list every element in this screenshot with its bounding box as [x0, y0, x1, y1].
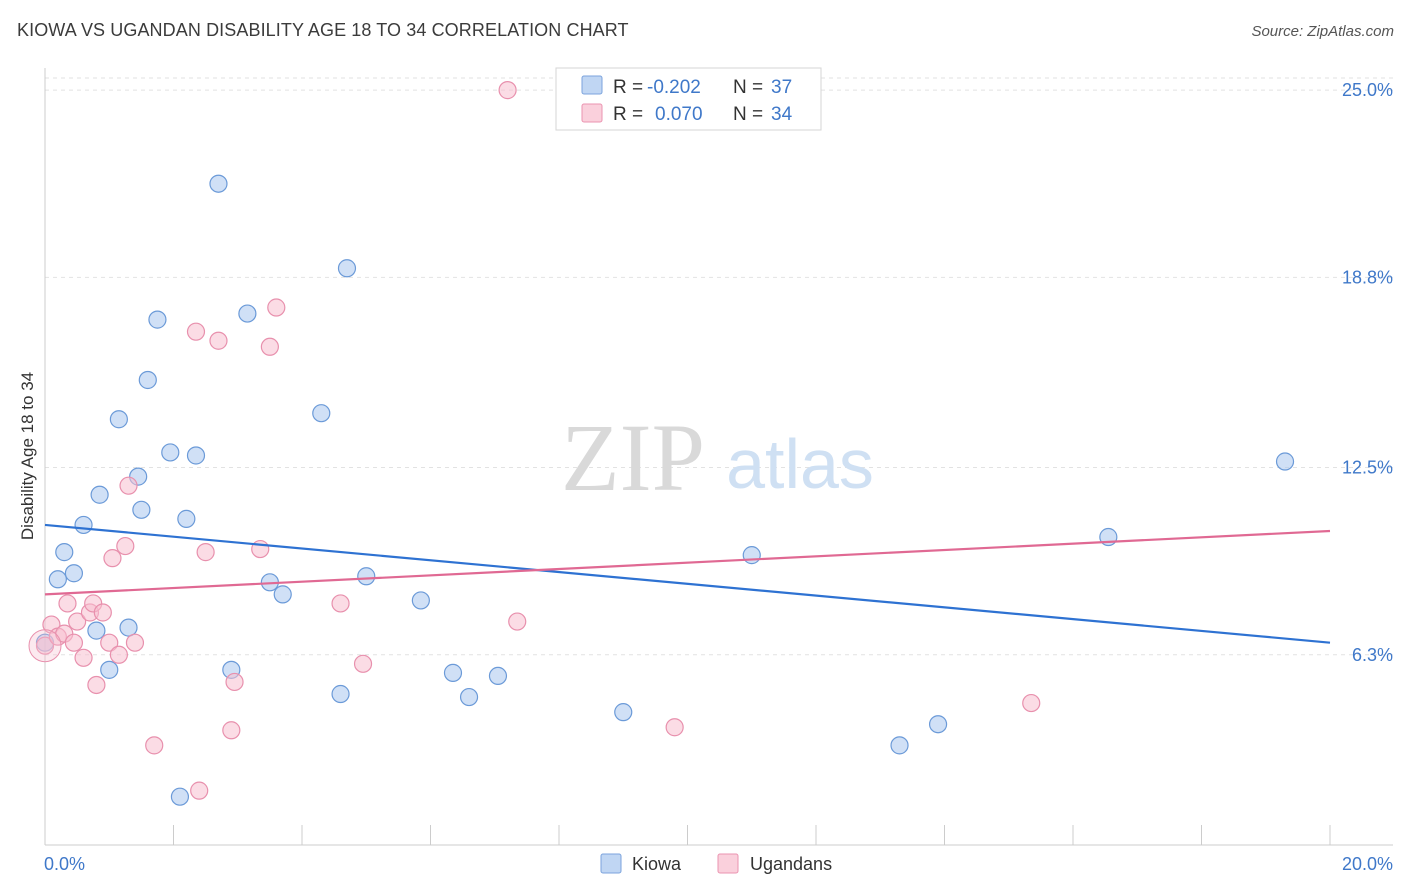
ugandans-point-0: [35, 636, 55, 655]
kiowa-trend-line: [44, 523, 1331, 644]
bottom-legend-ugandans: Ugandans: [750, 854, 832, 874]
kiowa-point-32: [742, 546, 761, 565]
legend-swatch-ugandans: [581, 103, 603, 123]
watermark-atlas: atlas: [726, 425, 874, 503]
ugandans-point-12: [100, 633, 119, 652]
kiowa-point-15: [170, 787, 190, 806]
kiowa-point-22: [273, 585, 292, 604]
watermark: ZIP atlas: [561, 404, 874, 511]
ugandans-point-30: [498, 81, 517, 100]
bottom-legend-swatch-ugandans: [717, 853, 739, 874]
source-label: Source: ZipAtlas.com: [1251, 23, 1394, 40]
kiowa-point-23: [312, 404, 331, 423]
ugandans-point-10: [87, 675, 106, 695]
x-tick-label-1: 20.0%: [1342, 854, 1393, 874]
legend-n-value-kiowa: 37: [771, 77, 792, 98]
kiowa-point-24: [331, 684, 350, 704]
ugandans-point-23: [222, 721, 241, 740]
x-tick-label-0: 0.0%: [44, 854, 85, 874]
ugandans-point-7: [74, 648, 93, 667]
kiowa-point-33: [890, 736, 909, 755]
kiowa-point-9: [119, 618, 138, 637]
bottom-legend: Kiowa Ugandans: [600, 853, 832, 874]
grid-lines: [45, 77, 1393, 656]
kiowa-point-7: [100, 660, 119, 679]
ugandans-point-24: [225, 672, 244, 692]
kiowa-point-31: [614, 703, 633, 722]
kiowa-point-13: [148, 310, 167, 329]
legend-r-value-kiowa: -0.202: [647, 77, 701, 98]
chart-title: KIOWA VS UGANDAN DISABILITY AGE 18 TO 34…: [17, 20, 629, 40]
ugandans-point-29: [353, 654, 373, 673]
ugandans-point-31: [508, 612, 527, 631]
kiowa-point-14: [161, 443, 180, 462]
legend-n-value-ugandans: 34: [771, 104, 793, 125]
kiowa-point-17: [186, 446, 206, 465]
kiowa-point-34: [928, 715, 948, 734]
kiowa-point-12: [138, 370, 157, 390]
ugandans-point-21: [196, 543, 215, 562]
legend-r-label-2: R =: [613, 104, 643, 125]
ugandans-point-19: [186, 322, 206, 341]
kiowa-point-5: [87, 621, 106, 640]
kiowa-point-8: [109, 410, 128, 429]
kiowa-point-29: [459, 687, 479, 707]
top-legend: R = -0.202 N = 37 R = 0.070 N = 34: [555, 67, 822, 131]
ugandans-point-5: [64, 633, 84, 652]
kiowa-point-25: [337, 259, 357, 278]
kiowa-point-18: [209, 174, 228, 193]
ugandans-point-17: [125, 633, 145, 652]
series-ugandans: [35, 81, 1041, 800]
kiowa-point-11: [132, 500, 151, 519]
kiowa-point-4: [74, 515, 93, 535]
ugandans-point-32: [665, 718, 684, 737]
kiowa-point-36: [1275, 452, 1295, 471]
ugandans-point-cluster: [28, 629, 62, 663]
kiowa-point-1: [48, 570, 67, 589]
ugandans-point-22: [209, 331, 228, 350]
kiowa-point-27: [411, 591, 430, 610]
ugandans-point-16: [119, 476, 138, 495]
kiowa-point-16: [177, 509, 196, 528]
kiowa-point-28: [443, 663, 463, 682]
y-tick-label-0: 6.3%: [1352, 645, 1393, 665]
kiowa-point-6: [90, 485, 109, 504]
y-tick-label-1: 12.5%: [1342, 458, 1393, 478]
ugandans-point-27: [267, 298, 286, 317]
legend-r-label-1: R =: [613, 77, 643, 98]
legend-r-value-ugandans: 0.070: [655, 104, 703, 125]
ugandans-point-26: [260, 337, 279, 356]
legend-swatch-kiowa: [581, 75, 603, 95]
ugandans-point-33: [1022, 693, 1041, 713]
ugandans-point-11: [93, 603, 112, 622]
ugandans-point-20: [190, 781, 209, 800]
kiowa-point-20: [238, 304, 257, 323]
ugandans-point-28: [331, 594, 350, 613]
kiowa-point-3: [64, 564, 84, 583]
y-tick-label-2: 18.8%: [1342, 267, 1393, 287]
ugandans-point-13: [103, 549, 122, 568]
ugandans-point-4: [58, 594, 77, 613]
y-tick-label-3: 25.0%: [1342, 80, 1393, 100]
ugandans-trend-line: [44, 529, 1331, 596]
legend-n-label-1: N =: [733, 77, 763, 98]
kiowa-point-2: [55, 543, 74, 562]
ugandans-point-14: [109, 645, 128, 664]
kiowa-point-30: [488, 666, 508, 686]
kiowa-point-26: [357, 567, 376, 586]
ugandans-point-15: [116, 536, 135, 556]
watermark-zip: ZIP: [561, 404, 705, 511]
axes: [44, 68, 1393, 846]
bottom-legend-swatch-kiowa: [600, 853, 622, 874]
legend-n-label-2: N =: [733, 104, 763, 125]
bottom-legend-kiowa: Kiowa: [632, 854, 682, 874]
ugandans-point-18: [145, 736, 164, 755]
ugandans-point-6: [68, 612, 87, 631]
